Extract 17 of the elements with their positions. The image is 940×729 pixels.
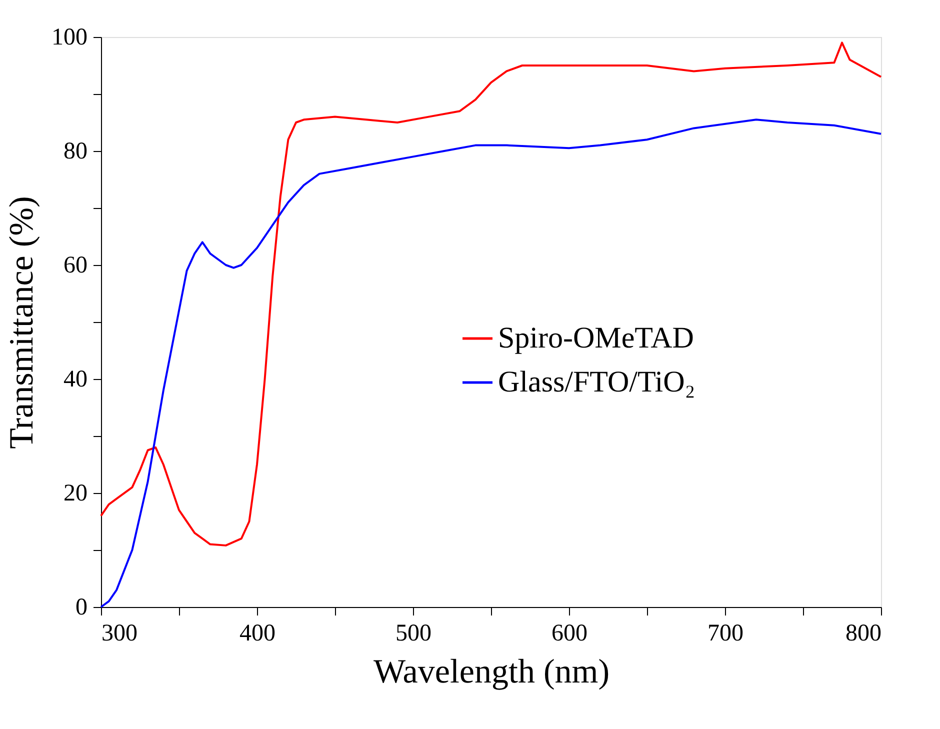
x-tick-label: 300 — [102, 620, 138, 646]
x-tick-label: 700 — [708, 620, 744, 646]
x-tick-label: 400 — [240, 620, 276, 646]
y-axis-title: Transmittance (%) — [4, 196, 40, 449]
x-tick-label: 500 — [396, 620, 432, 646]
y-tick-label: 100 — [52, 24, 88, 50]
y-tick-label: 0 — [76, 594, 88, 620]
y-tick-label: 20 — [64, 480, 88, 506]
legend-label: Spiro-OMeTAD — [498, 322, 694, 354]
line-series — [100, 42, 882, 546]
legend-label: Glass/FTO/TiO₂ — [498, 366, 696, 398]
x-tick-label: 800 — [846, 620, 882, 646]
y-tick-label: 80 — [64, 138, 88, 164]
x-axis-title: Wavelength (nm) — [373, 654, 610, 690]
x-tick-label: 600 — [552, 620, 588, 646]
y-tick-label: 60 — [64, 252, 88, 278]
y-tick-label: 40 — [64, 366, 88, 392]
